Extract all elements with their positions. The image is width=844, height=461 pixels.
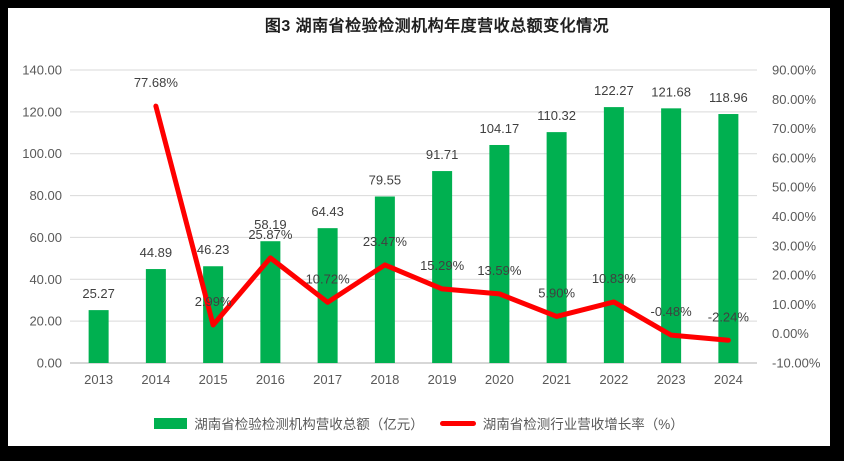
revenue-bar bbox=[260, 241, 281, 363]
growth-value-label: 5.90% bbox=[538, 285, 575, 300]
x-axis-tick-label: 2016 bbox=[256, 372, 285, 387]
left-axis-tick-label: 80.00 bbox=[29, 188, 62, 203]
right-axis-tick-label: 50.00% bbox=[772, 180, 817, 195]
x-axis-tick-label: 2021 bbox=[542, 372, 571, 387]
bar-value-label: 121.68 bbox=[651, 84, 691, 99]
bar-value-label: 64.43 bbox=[311, 204, 344, 219]
growth-value-label: 10.72% bbox=[306, 271, 351, 286]
right-axis-tick-label: 70.00% bbox=[772, 121, 817, 136]
x-axis-tick-label: 2019 bbox=[428, 372, 457, 387]
growth-value-label: -2.24% bbox=[708, 309, 750, 324]
growth-value-label: 23.47% bbox=[363, 234, 408, 249]
legend: 湖南省检验检测机构营收总额（亿元） 湖南省检测行业营收增长率（%） bbox=[8, 412, 830, 434]
right-axis-tick-label: -10.00% bbox=[772, 356, 821, 371]
right-axis-tick-label: 10.00% bbox=[772, 297, 817, 312]
revenue-bar bbox=[203, 266, 224, 363]
left-axis-tick-label: 140.00 bbox=[22, 63, 62, 78]
growth-value-label: -0.48% bbox=[651, 304, 693, 319]
revenue-bar bbox=[546, 132, 567, 363]
bar-value-label: 104.17 bbox=[479, 121, 519, 136]
bar-value-label: 46.23 bbox=[197, 242, 230, 257]
x-axis-tick-label: 2013 bbox=[84, 372, 113, 387]
legend-label-growth: 湖南省检测行业营收增长率（%） bbox=[482, 417, 684, 432]
revenue-bar bbox=[432, 171, 453, 363]
growth-value-label: 13.59% bbox=[477, 263, 522, 278]
growth-value-label: 25.87% bbox=[248, 227, 293, 242]
x-axis-tick-label: 2015 bbox=[199, 372, 228, 387]
right-axis-tick-label: 40.00% bbox=[772, 209, 817, 224]
growth-value-label: 10.83% bbox=[592, 271, 637, 286]
revenue-bar bbox=[317, 228, 338, 363]
bar-value-label: 79.55 bbox=[369, 173, 402, 188]
left-axis-tick-label: 60.00 bbox=[29, 230, 62, 245]
x-axis-tick-label: 2014 bbox=[141, 372, 170, 387]
legend-item-revenue: 湖南省检验检测机构营收总额（亿元） bbox=[154, 413, 424, 433]
growth-value-label: 77.68% bbox=[134, 75, 179, 90]
revenue-bar bbox=[718, 114, 739, 363]
bar-value-label: 25.27 bbox=[82, 286, 115, 301]
legend-item-growth: 湖南省检测行业营收增长率（%） bbox=[439, 413, 684, 433]
left-axis-tick-label: 40.00 bbox=[29, 272, 62, 287]
bar-value-label: 122.27 bbox=[594, 83, 634, 98]
x-axis-tick-label: 2020 bbox=[485, 372, 514, 387]
x-axis-tick-label: 2023 bbox=[657, 372, 686, 387]
revenue-bar bbox=[88, 310, 109, 363]
chart-title: 图3 湖南省检验检测机构年度营收总额变化情况 bbox=[264, 18, 610, 35]
legend-swatch-revenue-bar bbox=[154, 417, 188, 429]
chart-canvas: 图3 湖南省检验检测机构年度营收总额变化情况 0.00 20.00 40.00 60.… bbox=[8, 8, 830, 446]
right-axis-tick-label: 90.00% bbox=[772, 63, 817, 78]
bar-value-label: 118.96 bbox=[709, 90, 748, 105]
revenue-bar bbox=[489, 144, 510, 363]
revenue-bar bbox=[603, 107, 624, 363]
x-axis-tick-label: 2024 bbox=[714, 372, 743, 387]
right-axis-tick-label: 30.00% bbox=[772, 238, 817, 253]
x-axis-tick-label: 2018 bbox=[370, 372, 399, 387]
bar-value-label: 58.19 bbox=[254, 217, 287, 232]
x-axis-tick-label: 2022 bbox=[599, 372, 628, 387]
growth-value-label: 15.29% bbox=[420, 258, 465, 273]
revenue-bar bbox=[374, 196, 395, 363]
growth-value-label: 2.99% bbox=[195, 294, 232, 309]
legend-label-revenue: 湖南省检验检测机构营收总额（亿元） bbox=[194, 417, 424, 432]
x-axis-tick-label: 2017 bbox=[313, 372, 342, 387]
growth-line bbox=[153, 103, 731, 343]
bar-value-label: 44.89 bbox=[140, 245, 173, 260]
right-axis-tick-label: 60.00% bbox=[772, 150, 817, 165]
legend-swatch-growth-line bbox=[439, 420, 476, 426]
right-axis-tick-label: 0.00% bbox=[772, 326, 809, 341]
revenue-bar bbox=[145, 269, 166, 363]
bar-value-label: 110.32 bbox=[537, 108, 576, 123]
chart-plot-area: 0.00 20.00 40.00 60.00 80.00 100.00 120.00 140.… bbox=[22, 63, 821, 388]
left-axis-tick-label: 100.00 bbox=[22, 146, 62, 161]
right-axis-tick-label: 80.00% bbox=[772, 92, 817, 107]
left-axis-tick-label: 120.00 bbox=[22, 104, 62, 119]
left-axis-tick-label: 0.00 bbox=[37, 356, 62, 371]
bar-value-label: 91.71 bbox=[426, 147, 459, 162]
left-axis-tick-label: 20.00 bbox=[29, 314, 62, 329]
right-axis-tick-label: 20.00% bbox=[772, 268, 817, 283]
revenue-bar bbox=[661, 108, 682, 363]
